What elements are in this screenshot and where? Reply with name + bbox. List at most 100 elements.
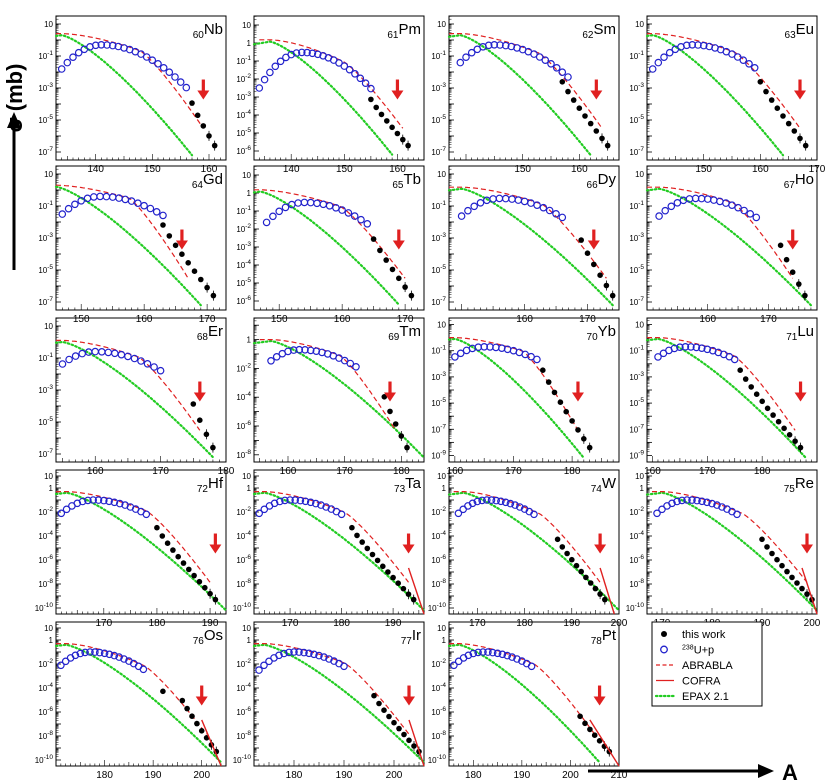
u238p-point (697, 344, 706, 353)
y-tick-label: 1 (247, 39, 252, 48)
x-axis-arrow-head (758, 764, 774, 778)
u238p-point (287, 50, 296, 59)
this-work-point (599, 135, 605, 142)
y-tick-label: 10-6 (236, 145, 251, 156)
this-work-point (540, 367, 546, 374)
this-work-point (578, 237, 584, 243)
x-tick-label: 200 (804, 618, 821, 629)
this-work-point (206, 133, 212, 139)
x-tick-label: 160 (280, 466, 297, 477)
u238p-point (310, 650, 318, 659)
x-tick-label: 150 (73, 314, 90, 325)
y-tick-label: 1 (640, 484, 645, 493)
this-work-point (569, 556, 575, 563)
this-work-point (184, 705, 190, 712)
u238p-point (469, 649, 478, 658)
this-work-point (204, 284, 210, 291)
u238p-point (291, 496, 300, 504)
x-tick-label: 170 (282, 618, 299, 629)
legend-marker (660, 645, 668, 654)
this-work-point (370, 236, 377, 242)
x-tick-label: 170 (579, 314, 596, 325)
u238p-point (479, 648, 487, 656)
this-work-point (593, 128, 600, 134)
x-tick-label: 170 (336, 466, 353, 477)
u238p-point (91, 41, 100, 50)
u238p-point (156, 366, 165, 375)
this-work-point (602, 596, 608, 603)
this-work-point (554, 536, 561, 543)
u238p-point (488, 648, 497, 657)
u238p-point (294, 199, 302, 207)
u238p-point (78, 497, 87, 506)
x-tick-label: 180 (564, 466, 581, 477)
this-work-point (154, 524, 160, 531)
u238p-point (340, 62, 349, 70)
y-tick-label: 10-6 (431, 554, 446, 565)
u238p-point (357, 215, 365, 224)
u238p-point (473, 497, 482, 506)
this-work-point (591, 261, 597, 268)
epax-curve (54, 34, 194, 157)
panel-frame (448, 621, 620, 767)
y-tick-label: 10-1 (236, 55, 251, 66)
this-work-point (582, 720, 588, 727)
u238p-point (552, 64, 561, 72)
this-work-point (378, 111, 385, 118)
u238p-point (654, 58, 663, 67)
u238p-point (655, 212, 663, 220)
this-work-point (387, 408, 393, 415)
limit-arrow-head (587, 240, 600, 250)
element-label: 64Gd (192, 171, 223, 191)
u238p-point (665, 48, 674, 57)
cofra-curve (801, 567, 818, 615)
limit-arrow-head (571, 392, 584, 402)
this-work-point (179, 251, 185, 257)
this-work-point (369, 551, 376, 558)
panel-frame (253, 165, 425, 311)
x-tick-label: 160 (447, 466, 464, 477)
y-tick-label: 10-4 (236, 530, 251, 541)
u238p-point (182, 83, 191, 92)
epax-curve (252, 40, 394, 156)
this-work-point (396, 725, 402, 732)
u238p-point (91, 347, 100, 356)
u238p-point (154, 59, 162, 68)
u238p-point (454, 509, 463, 518)
u238p-point (266, 68, 274, 77)
y-tick-label: 10 (437, 624, 446, 633)
u238p-point (115, 653, 123, 661)
u238p-point (703, 498, 711, 507)
u238p-point (506, 499, 515, 508)
u238p-point (703, 345, 712, 354)
u238p-point (143, 359, 152, 368)
element-label: 63Eu (785, 21, 814, 41)
u238p-point (733, 53, 742, 61)
y-tick-label: 10-2 (236, 658, 251, 669)
this-work-point (207, 590, 213, 597)
u238p-point (260, 661, 268, 670)
u238p-point (746, 210, 755, 218)
this-work-point (202, 584, 208, 591)
y-tick-label: 10-1 (431, 345, 446, 356)
y-tick-label: 10-3 (38, 232, 53, 243)
abrabla-curve (449, 642, 596, 735)
u238p-point (71, 352, 80, 360)
u238p-point (547, 59, 555, 68)
y-tick-label: 10-10 (35, 754, 54, 765)
epax-curve (645, 491, 819, 612)
this-work-point (565, 88, 571, 95)
panel-frame (253, 469, 425, 615)
this-work-point (604, 142, 611, 149)
panel-ho: 10 10-1 10-3 10-5 10-7 160 170 67Ho (629, 165, 818, 325)
this-work-point (587, 120, 594, 127)
u238p-point (670, 344, 679, 353)
y-tick-label: 10-3 (38, 384, 53, 395)
y-tick-label: 1 (442, 484, 447, 493)
u238p-point (94, 496, 103, 504)
y-tick-label: 10-10 (233, 754, 252, 765)
limit-arrow-head (593, 696, 606, 706)
